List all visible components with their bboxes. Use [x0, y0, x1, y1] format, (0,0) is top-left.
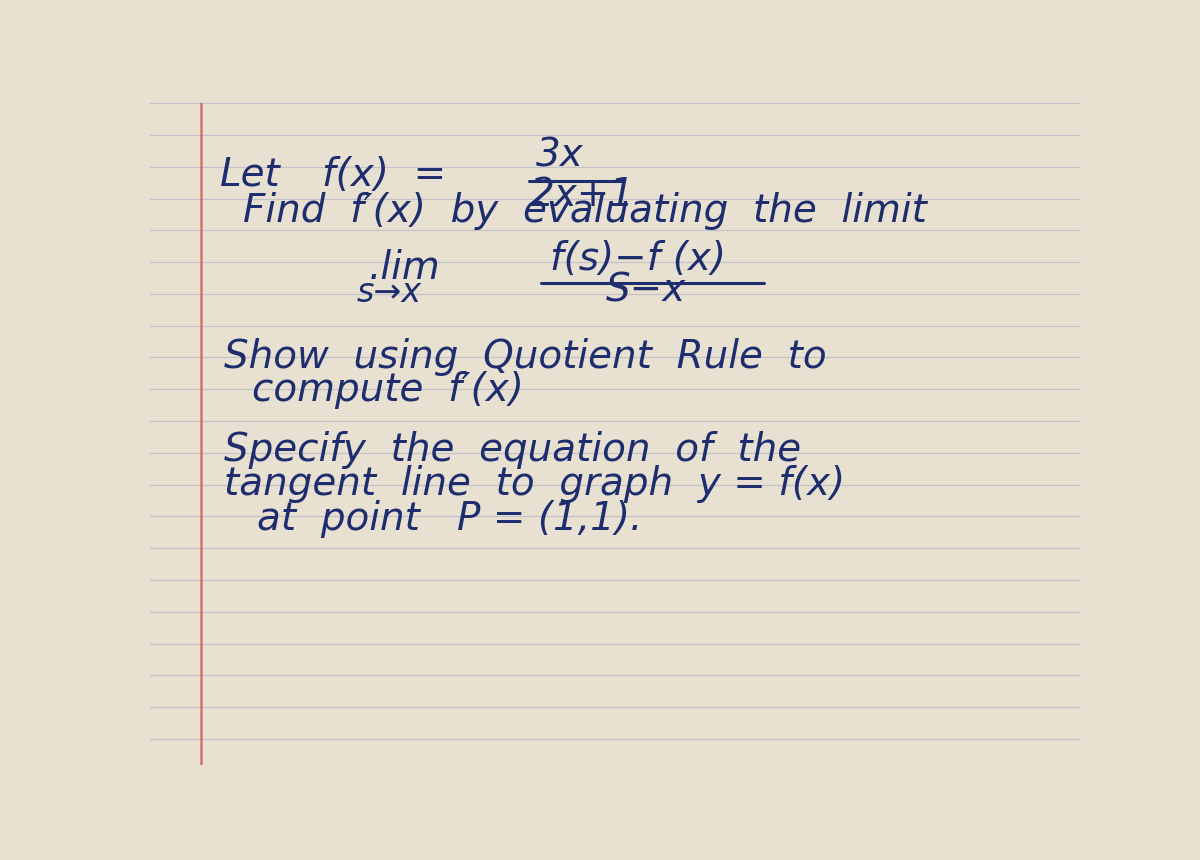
Text: s→x: s→x	[356, 276, 421, 309]
Text: 2x+1: 2x+1	[529, 175, 635, 214]
Text: tangent  line  to  graph  y = f(x): tangent line to graph y = f(x)	[224, 465, 846, 503]
Text: Find  f′(x)  by  evaluating  the  limit: Find f′(x) by evaluating the limit	[242, 193, 926, 230]
Text: compute  f′(x): compute f′(x)	[252, 372, 524, 409]
Text: Specify  the  equation  of  the: Specify the equation of the	[224, 431, 802, 469]
Text: f(x)  =: f(x) =	[322, 156, 446, 194]
Text: 3x: 3x	[536, 136, 583, 174]
Text: S−x: S−x	[606, 272, 686, 310]
Text: Show  using  Quotient  Rule  to: Show using Quotient Rule to	[224, 338, 827, 376]
Text: .lim: .lim	[368, 249, 440, 286]
Text: f(s)−f (x): f(s)−f (x)	[550, 240, 726, 278]
Text: Let: Let	[220, 156, 281, 194]
Text: at  point   P = (1,1).: at point P = (1,1).	[257, 500, 642, 538]
